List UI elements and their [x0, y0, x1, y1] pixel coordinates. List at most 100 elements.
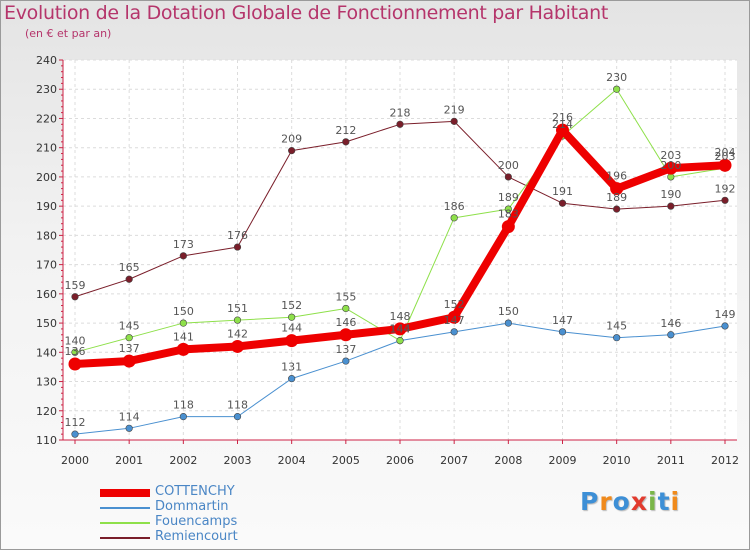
- data-label-dommartin: 144: [390, 323, 411, 336]
- data-label-dommartin: 145: [606, 320, 627, 333]
- data-label-cottenchy: 196: [606, 170, 627, 183]
- data-point-remiencourt: [396, 120, 404, 128]
- data-point-cottenchy: [556, 123, 569, 137]
- data-label-fouencamps: 145: [119, 320, 140, 333]
- logo-letter: x: [630, 487, 648, 516]
- data-label-remiencourt: 192: [715, 182, 736, 195]
- data-label-fouencamps: 144: [390, 323, 411, 336]
- proxiti-logo: Proxiti: [580, 487, 680, 516]
- data-point-remiencourt: [125, 275, 133, 283]
- legend-label: Dommartin: [155, 499, 229, 514]
- x-tick-label: 2001: [115, 454, 143, 467]
- data-label-fouencamps: 230: [606, 71, 627, 84]
- x-tick-label: 2005: [332, 454, 360, 467]
- data-label-remiencourt: 189: [606, 191, 627, 204]
- data-label-dommartin: 146: [660, 317, 681, 330]
- y-tick-label: 140: [36, 346, 57, 359]
- data-label-dommartin: 114: [119, 410, 140, 423]
- x-tick-label: 2002: [169, 454, 197, 467]
- data-point-cottenchy: [122, 354, 136, 368]
- y-tick-label: 200: [36, 171, 57, 184]
- data-point-cottenchy: [176, 342, 190, 356]
- legend-label: COTTENCHY: [155, 484, 235, 499]
- x-tick-label: 2010: [603, 454, 631, 467]
- data-point-remiencourt: [613, 205, 621, 213]
- data-point-cottenchy: [285, 334, 299, 348]
- data-point-cottenchy: [231, 339, 244, 353]
- data-label-remiencourt: 190: [660, 188, 681, 201]
- data-label-remiencourt: 159: [65, 279, 86, 292]
- y-tick-label: 160: [36, 288, 57, 301]
- data-label-fouencamps: 150: [173, 305, 194, 318]
- data-point-fouencamps: [342, 304, 350, 313]
- data-point-remiencourt: [342, 138, 350, 146]
- y-tick-label: 230: [36, 83, 57, 96]
- data-label-fouencamps: 189: [498, 191, 519, 204]
- x-tick-label: 2003: [224, 454, 252, 467]
- data-label-remiencourt: 165: [119, 261, 140, 274]
- x-tick-label: 2012: [711, 454, 739, 467]
- y-tick-label: 130: [36, 376, 57, 389]
- data-point-remiencourt: [558, 199, 567, 207]
- y-tick-label: 190: [36, 200, 57, 213]
- legend-swatch: [100, 522, 150, 524]
- data-point-remiencourt: [721, 196, 729, 204]
- data-label-cottenchy: 216: [552, 111, 573, 124]
- data-label-dommartin: 131: [281, 361, 302, 374]
- data-label-remiencourt: 173: [173, 238, 194, 251]
- y-tick-label: 170: [36, 259, 57, 272]
- legend-swatch: [100, 537, 150, 539]
- data-point-dommartin: [125, 424, 133, 432]
- data-label-cottenchy: 142: [227, 327, 248, 340]
- data-label-remiencourt: 200: [498, 159, 519, 172]
- data-point-cottenchy: [664, 161, 678, 175]
- data-point-fouencamps: [233, 316, 242, 324]
- x-tick-label: 2004: [278, 454, 306, 467]
- data-point-dommartin: [613, 334, 621, 342]
- logo-letter: P: [580, 487, 600, 516]
- data-label-cottenchy: 137: [119, 342, 140, 355]
- data-point-cottenchy: [447, 310, 461, 324]
- data-label-fouencamps: 203: [715, 150, 736, 163]
- data-label-dommartin: 149: [715, 308, 736, 321]
- data-label-fouencamps: 151: [227, 302, 248, 315]
- data-point-dommartin: [233, 413, 242, 421]
- data-point-fouencamps: [450, 214, 458, 222]
- data-label-fouencamps: 200: [660, 159, 681, 172]
- legend-swatch: [100, 507, 150, 509]
- data-point-remiencourt: [233, 243, 242, 251]
- data-point-cottenchy: [501, 220, 515, 234]
- data-label-dommartin: 112: [65, 416, 86, 429]
- data-label-remiencourt: 209: [281, 133, 302, 146]
- logo-letter: i: [670, 487, 681, 516]
- data-label-fouencamps: 186: [444, 200, 465, 213]
- data-label-fouencamps: 140: [65, 334, 86, 347]
- data-label-cottenchy: 204: [715, 146, 736, 159]
- data-point-remiencourt: [71, 293, 79, 301]
- legend-label: Remiencourt: [155, 529, 238, 544]
- data-label-cottenchy: 148: [390, 310, 411, 323]
- data-label-cottenchy: 183: [498, 208, 519, 221]
- data-point-fouencamps: [613, 85, 621, 93]
- data-label-dommartin: 137: [335, 343, 356, 356]
- x-tick-label: 2011: [657, 454, 685, 467]
- chart-title: Evolution de la Dotation Globale de Fonc…: [4, 2, 609, 24]
- legend-swatch: [100, 489, 150, 497]
- y-tick-label: 210: [36, 142, 57, 155]
- data-point-remiencourt: [288, 147, 296, 155]
- x-tick-label: 2007: [440, 454, 468, 467]
- logo-letter: o: [612, 487, 631, 516]
- data-label-cottenchy: 144: [281, 322, 302, 335]
- data-label-cottenchy: 141: [173, 330, 194, 343]
- data-point-dommartin: [558, 328, 567, 336]
- data-point-remiencourt: [450, 117, 458, 125]
- data-label-dommartin: 118: [227, 399, 248, 412]
- data-label-cottenchy: 152: [444, 298, 465, 311]
- axes: 110 120 130 140 150 160 170 180 190 200 210 220 230 2…: [36, 54, 739, 467]
- y-tick-label: 220: [36, 112, 57, 125]
- data-point-dommartin: [342, 357, 350, 365]
- data-label-fouencamps: 155: [335, 290, 356, 303]
- data-label-fouencamps: 214: [552, 118, 573, 131]
- y-tick-label: 150: [36, 317, 57, 330]
- logo-letter: i: [648, 487, 658, 516]
